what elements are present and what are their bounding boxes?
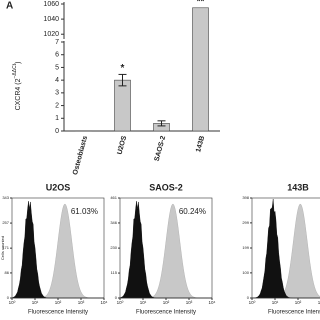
y-axis-label: CXCR4 (2−ΔΔCt) <box>12 62 22 111</box>
x-tick-label: 10⁰ <box>9 300 16 305</box>
x-axis-label: Fluorescence Intensity <box>28 310 88 316</box>
x-tick-label: 10³ <box>78 300 85 305</box>
x-tick-label: 10² <box>295 300 302 305</box>
panel-label: A <box>6 1 13 12</box>
x-tick-label: 10⁰ <box>117 300 124 305</box>
y-tick-label: 6 <box>55 52 59 59</box>
y-tick-label: 1 <box>55 115 59 122</box>
y-tick-label: 346 <box>110 220 117 225</box>
y-tick-label: 398 <box>242 195 249 200</box>
x-tick-label: 10³ <box>318 300 320 305</box>
x-axis-label: Fluorescence Intensity <box>268 310 320 316</box>
y-tick-label: 1060 <box>43 1 59 8</box>
y-tick-label: 0 <box>7 295 10 300</box>
y-tick-label: 199 <box>242 245 249 250</box>
x-tick-label: 10⁴ <box>209 300 216 305</box>
y-axis-label: Cells counted <box>0 236 5 260</box>
y-tick-label: 0 <box>247 295 250 300</box>
y-axis-label-part: −ΔΔCt <box>12 63 18 78</box>
significance-mark: ** <box>197 0 205 7</box>
y-tick-label: 1040 <box>43 16 59 23</box>
percentage: 61.03% <box>71 207 98 216</box>
y-tick-label: 230 <box>110 245 117 250</box>
y-axis-label-part: ) <box>15 62 22 64</box>
x-tick-label: 10¹ <box>32 300 39 305</box>
x-tick-label: 10¹ <box>140 300 147 305</box>
y-tick-label: 299 <box>242 220 249 225</box>
y-tick-label: 4 <box>55 77 59 84</box>
x-tick-label: U2OS <box>117 135 129 156</box>
x-tick-label: 10⁴ <box>101 300 108 305</box>
y-tick-label: 2 <box>55 102 59 109</box>
percentage: 60.24% <box>179 207 206 216</box>
x-tick-label: 10¹ <box>272 300 279 305</box>
y-tick-label: 171 <box>2 245 9 250</box>
y-tick-label: 5 <box>55 64 59 71</box>
significance-mark: * <box>121 63 125 74</box>
y-tick-label: 343 <box>2 195 9 200</box>
panel-title: 143B <box>287 182 309 192</box>
bar <box>192 7 209 132</box>
y-tick-label: 86 <box>5 270 10 275</box>
y-tick-label: 115 <box>111 270 118 275</box>
y-tick-label: 257 <box>2 220 9 225</box>
bar <box>114 79 131 132</box>
panel-title: SAOS-2 <box>149 182 183 192</box>
y-tick-label: 100 <box>242 270 249 275</box>
x-tick-label: 10³ <box>186 300 193 305</box>
y-tick-label: 7 <box>55 39 59 46</box>
panel-title: U2OS <box>46 182 71 192</box>
x-tick-label: 143B <box>195 135 206 153</box>
y-tick-label: 3 <box>55 90 59 97</box>
x-tick-label: 10² <box>55 300 62 305</box>
y-tick-label: 461 <box>110 195 117 200</box>
y-axis-label-part: CXCR4 (2 <box>15 78 22 110</box>
y-tick-label: 1020 <box>43 31 59 38</box>
y-tick-label: 0 <box>55 128 59 135</box>
x-axis-label: Fluorescence Intensity <box>136 310 196 316</box>
y-tick-label: 0 <box>115 295 118 300</box>
x-tick-label: 10⁰ <box>249 300 256 305</box>
x-tick-label: 10² <box>163 300 170 305</box>
